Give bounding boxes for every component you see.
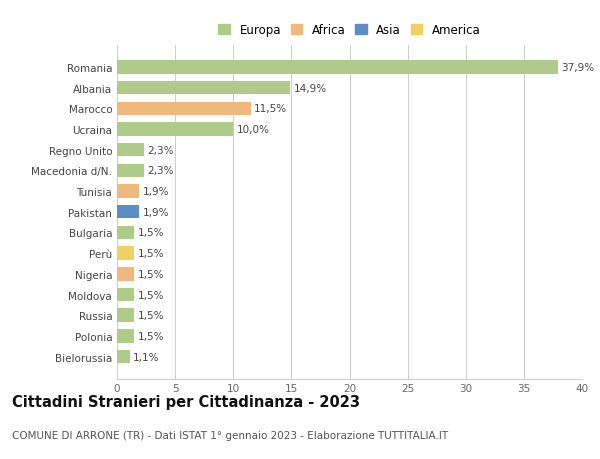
Bar — [117, 330, 134, 343]
Bar — [117, 268, 134, 281]
Text: 1,1%: 1,1% — [133, 352, 160, 362]
Text: COMUNE DI ARRONE (TR) - Dati ISTAT 1° gennaio 2023 - Elaborazione TUTTITALIA.IT: COMUNE DI ARRONE (TR) - Dati ISTAT 1° ge… — [12, 431, 448, 440]
Text: 2,3%: 2,3% — [147, 146, 174, 155]
Text: 1,5%: 1,5% — [138, 331, 164, 341]
Text: 1,9%: 1,9% — [143, 207, 169, 217]
Text: Cittadini Stranieri per Cittadinanza - 2023: Cittadini Stranieri per Cittadinanza - 2… — [12, 394, 360, 409]
Bar — [117, 226, 134, 240]
Legend: Europa, Africa, Asia, America: Europa, Africa, Asia, America — [216, 22, 483, 39]
Text: 1,5%: 1,5% — [138, 311, 164, 320]
Text: 1,9%: 1,9% — [143, 187, 169, 196]
Bar — [117, 61, 557, 74]
Bar — [117, 206, 139, 219]
Bar — [117, 144, 144, 157]
Bar — [117, 164, 144, 178]
Text: 37,9%: 37,9% — [561, 63, 594, 73]
Text: 14,9%: 14,9% — [294, 84, 327, 93]
Bar — [117, 185, 139, 198]
Text: 1,5%: 1,5% — [138, 290, 164, 300]
Text: 11,5%: 11,5% — [254, 104, 287, 114]
Bar — [117, 123, 233, 136]
Bar — [117, 82, 290, 95]
Text: 10,0%: 10,0% — [237, 125, 269, 134]
Bar — [117, 288, 134, 302]
Text: 1,5%: 1,5% — [138, 249, 164, 258]
Text: 1,5%: 1,5% — [138, 269, 164, 279]
Bar — [117, 102, 251, 116]
Text: 2,3%: 2,3% — [147, 166, 174, 176]
Bar — [117, 247, 134, 260]
Text: 1,5%: 1,5% — [138, 228, 164, 238]
Bar — [117, 350, 130, 364]
Bar — [117, 309, 134, 322]
